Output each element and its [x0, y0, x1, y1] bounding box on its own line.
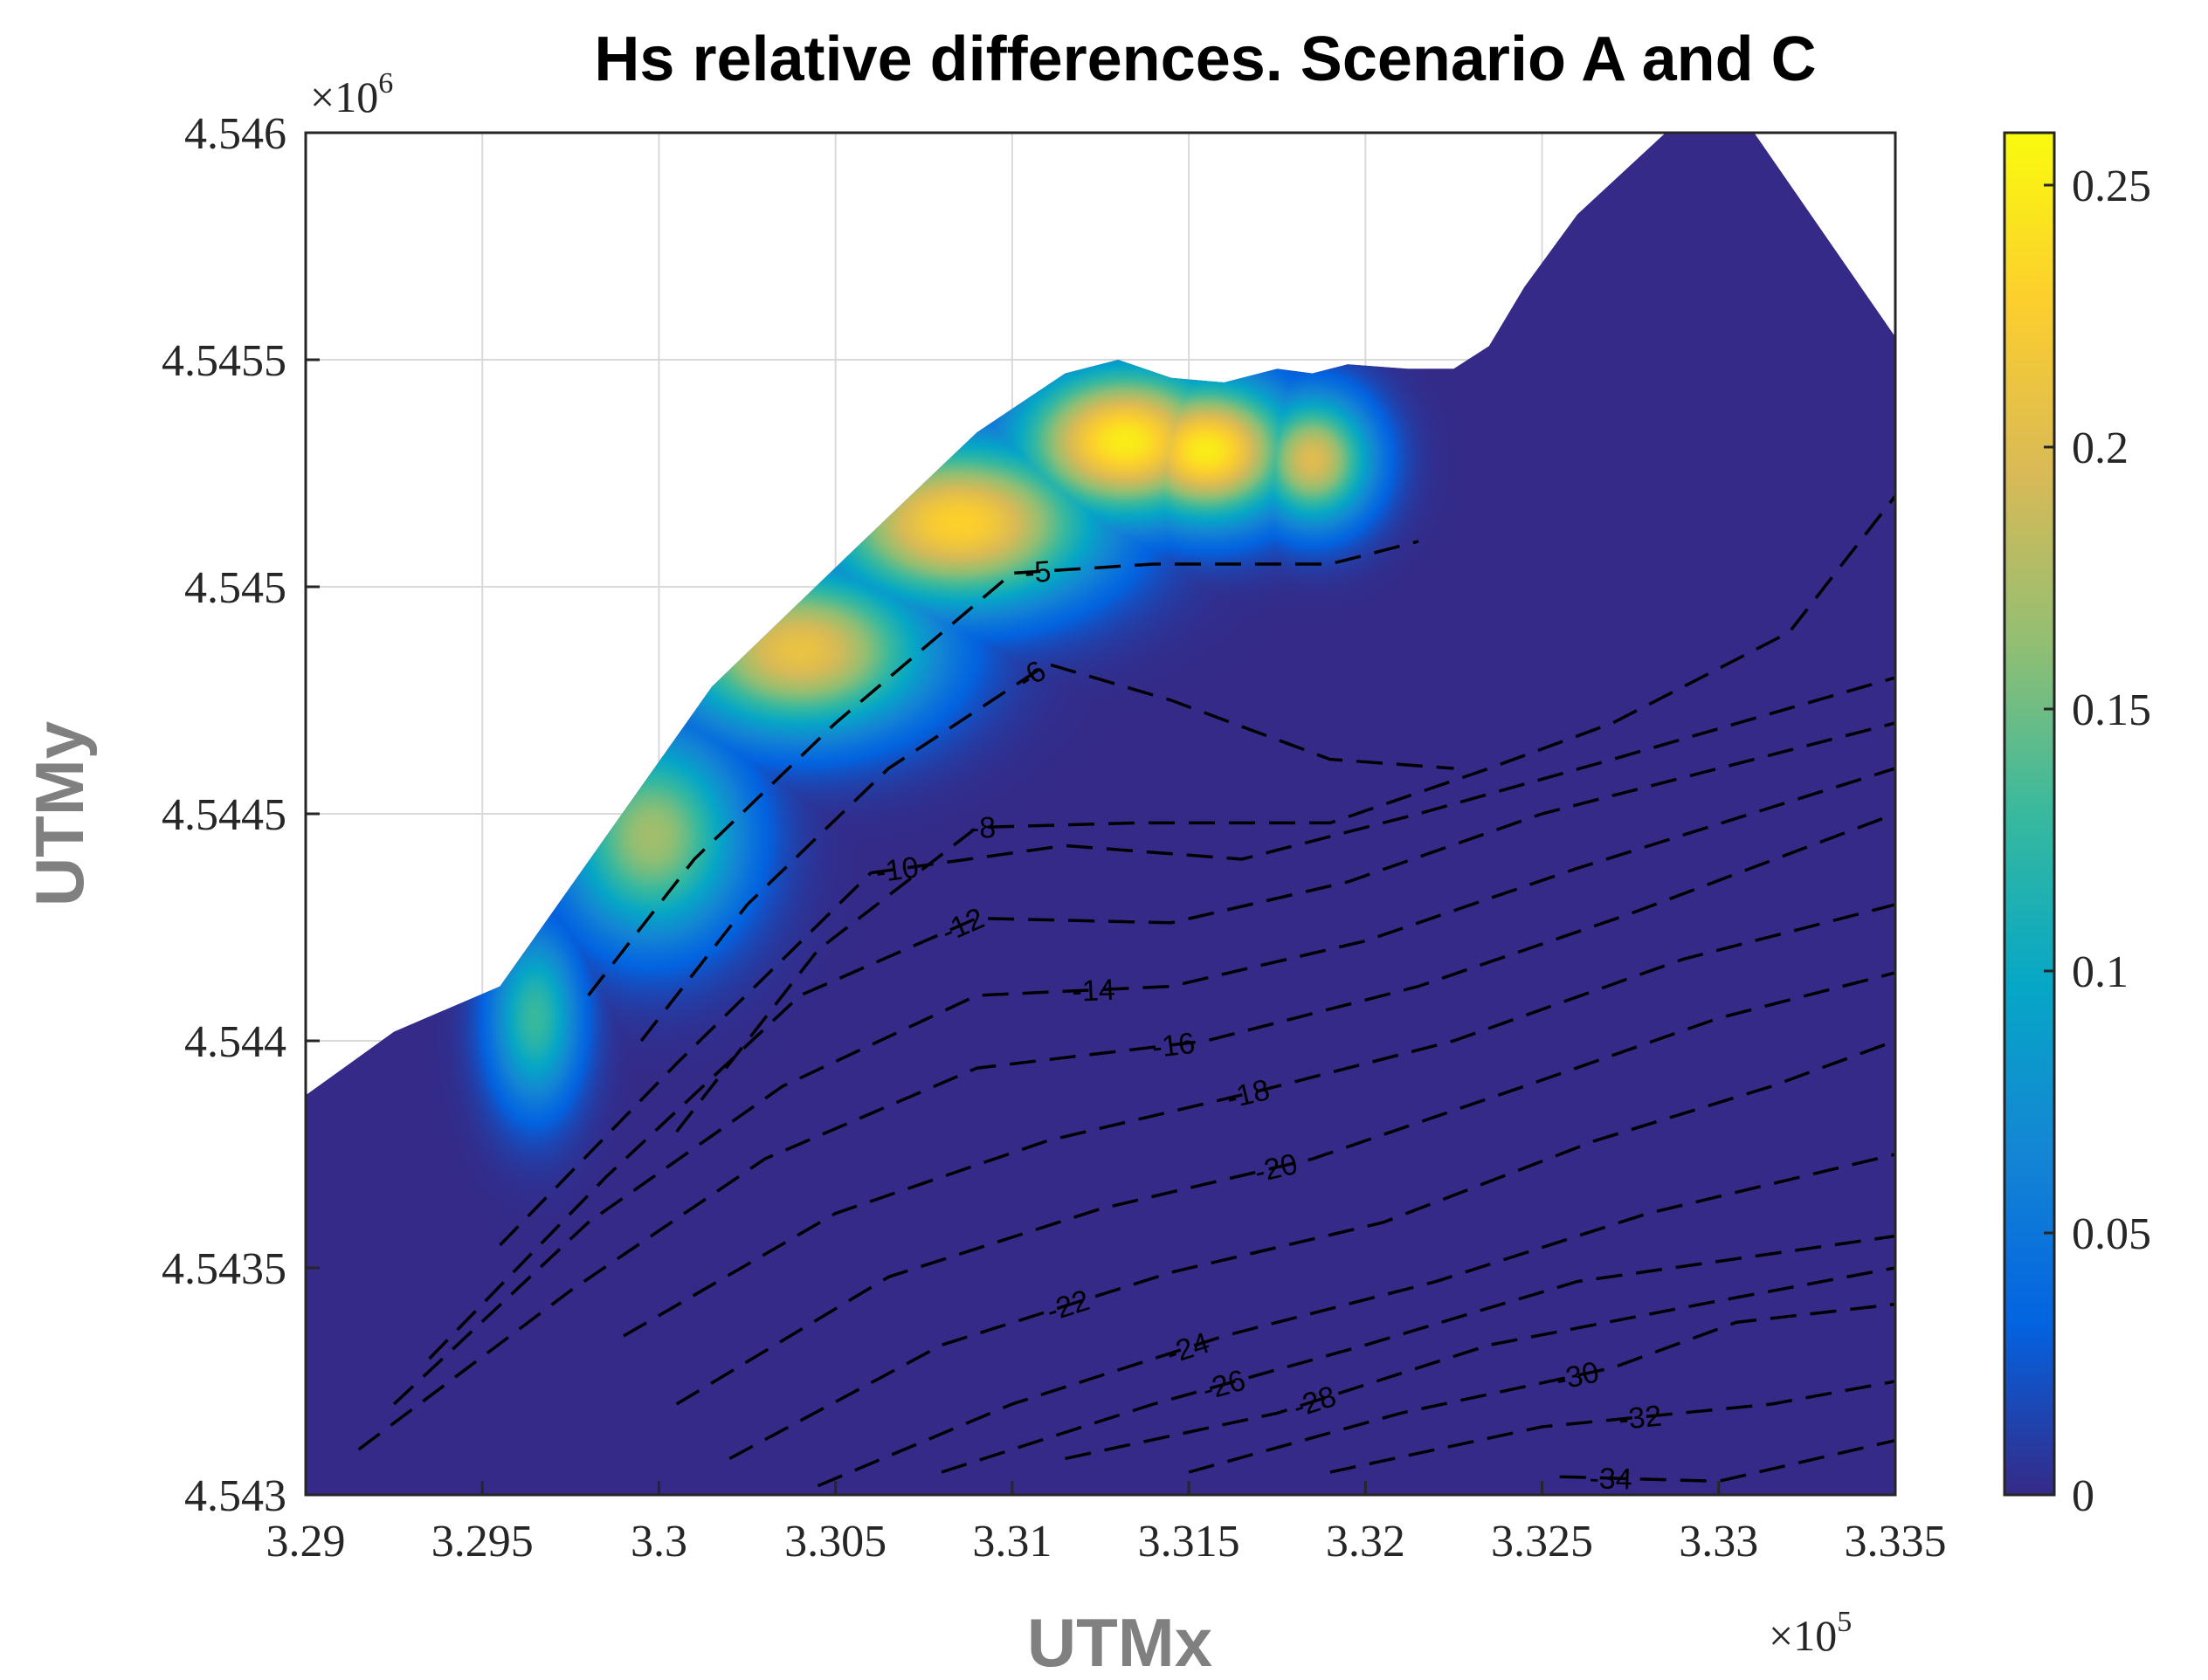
x-tick-label: 3.3	[631, 1517, 687, 1566]
y-axis-label: UTMy	[21, 721, 98, 906]
contour-line	[392, 767, 1895, 1406]
y-tick-label: 4.545	[184, 563, 286, 613]
contour-label: -14	[1072, 974, 1116, 1009]
contour-label: -10	[873, 850, 921, 889]
x-axis-multiplier: ×105	[1769, 1606, 1852, 1660]
contour-line	[1329, 1380, 1895, 1474]
y-tick-label: 4.5455	[162, 336, 286, 386]
x-tick-label: 3.29	[266, 1517, 346, 1566]
y-tick-label: 4.5445	[162, 790, 286, 840]
colorbar-tick-label: 0.25	[2072, 162, 2151, 211]
x-axis-label: UTMx	[1027, 1604, 1212, 1680]
y-tick-label: 4.546	[184, 109, 286, 159]
x-tick-label: 3.305	[784, 1517, 887, 1566]
contour-line	[623, 903, 1895, 1338]
x-tick-label: 3.32	[1326, 1517, 1405, 1566]
contour-line	[357, 812, 1895, 1451]
y-tick-label: 4.544	[184, 1017, 286, 1067]
x-tick-label: 3.31	[972, 1517, 1052, 1566]
contour-line	[1559, 1438, 1895, 1484]
x-tick-label: 3.295	[431, 1517, 534, 1566]
contour-label: -16	[1150, 1027, 1197, 1065]
contour-line	[428, 721, 1895, 1360]
contour-line	[1065, 1266, 1895, 1461]
contour-line	[499, 676, 1895, 1247]
contour-line	[675, 494, 1895, 1133]
contour-line	[587, 540, 1419, 997]
contour-label: -8	[969, 811, 996, 845]
y-tick-label: 4.5435	[162, 1244, 286, 1294]
chart-title: Hs relative differences. Scenario A and …	[594, 24, 1816, 94]
colorbar-tick-label: 0.05	[2072, 1209, 2151, 1259]
x-tick-label: 3.335	[1845, 1517, 1947, 1566]
contour-label: -5	[1024, 555, 1052, 590]
colorbar-tick-label: 0.15	[2072, 685, 2151, 735]
y-tick-label: 4.543	[184, 1471, 286, 1521]
contour-line	[639, 662, 1454, 1043]
colorbar-tick-label: 0.1	[2072, 947, 2129, 997]
y-axis-multiplier: ×106	[310, 67, 393, 121]
colorbar-ticks: 0 0.05 0.1 0.15 0.2 0.25	[2044, 162, 2151, 1521]
contour-line	[941, 1234, 1895, 1474]
x-tick-label: 3.315	[1138, 1517, 1240, 1566]
contour-line	[675, 971, 1895, 1406]
x-axis-ticks: 3.29 3.295 3.3 3.305 3.31 3.315 3.32 3.325 3.33 3…	[266, 1481, 1947, 1566]
colorbar-tick-label: 0	[2072, 1471, 2094, 1521]
contour-line	[728, 1039, 1895, 1460]
contour-line	[817, 1153, 1895, 1488]
colorbar	[2003, 131, 2056, 1497]
contour-label: -32	[1618, 1400, 1664, 1437]
colorbar-tick-label: 0.2	[2072, 423, 2129, 473]
contour-label: -34	[1589, 1462, 1632, 1496]
x-tick-label: 3.33	[1679, 1517, 1758, 1566]
contour-line	[1188, 1302, 1895, 1474]
depth-contours: -5-6-8-10-12-14-16-18-20-22-24-26 -28-30-…	[357, 494, 1895, 1496]
x-tick-label: 3.325	[1491, 1517, 1593, 1566]
y-axis-ticks: 4.543 4.5435 4.544 4.5445 4.545 4.5455 4.546	[162, 109, 320, 1521]
